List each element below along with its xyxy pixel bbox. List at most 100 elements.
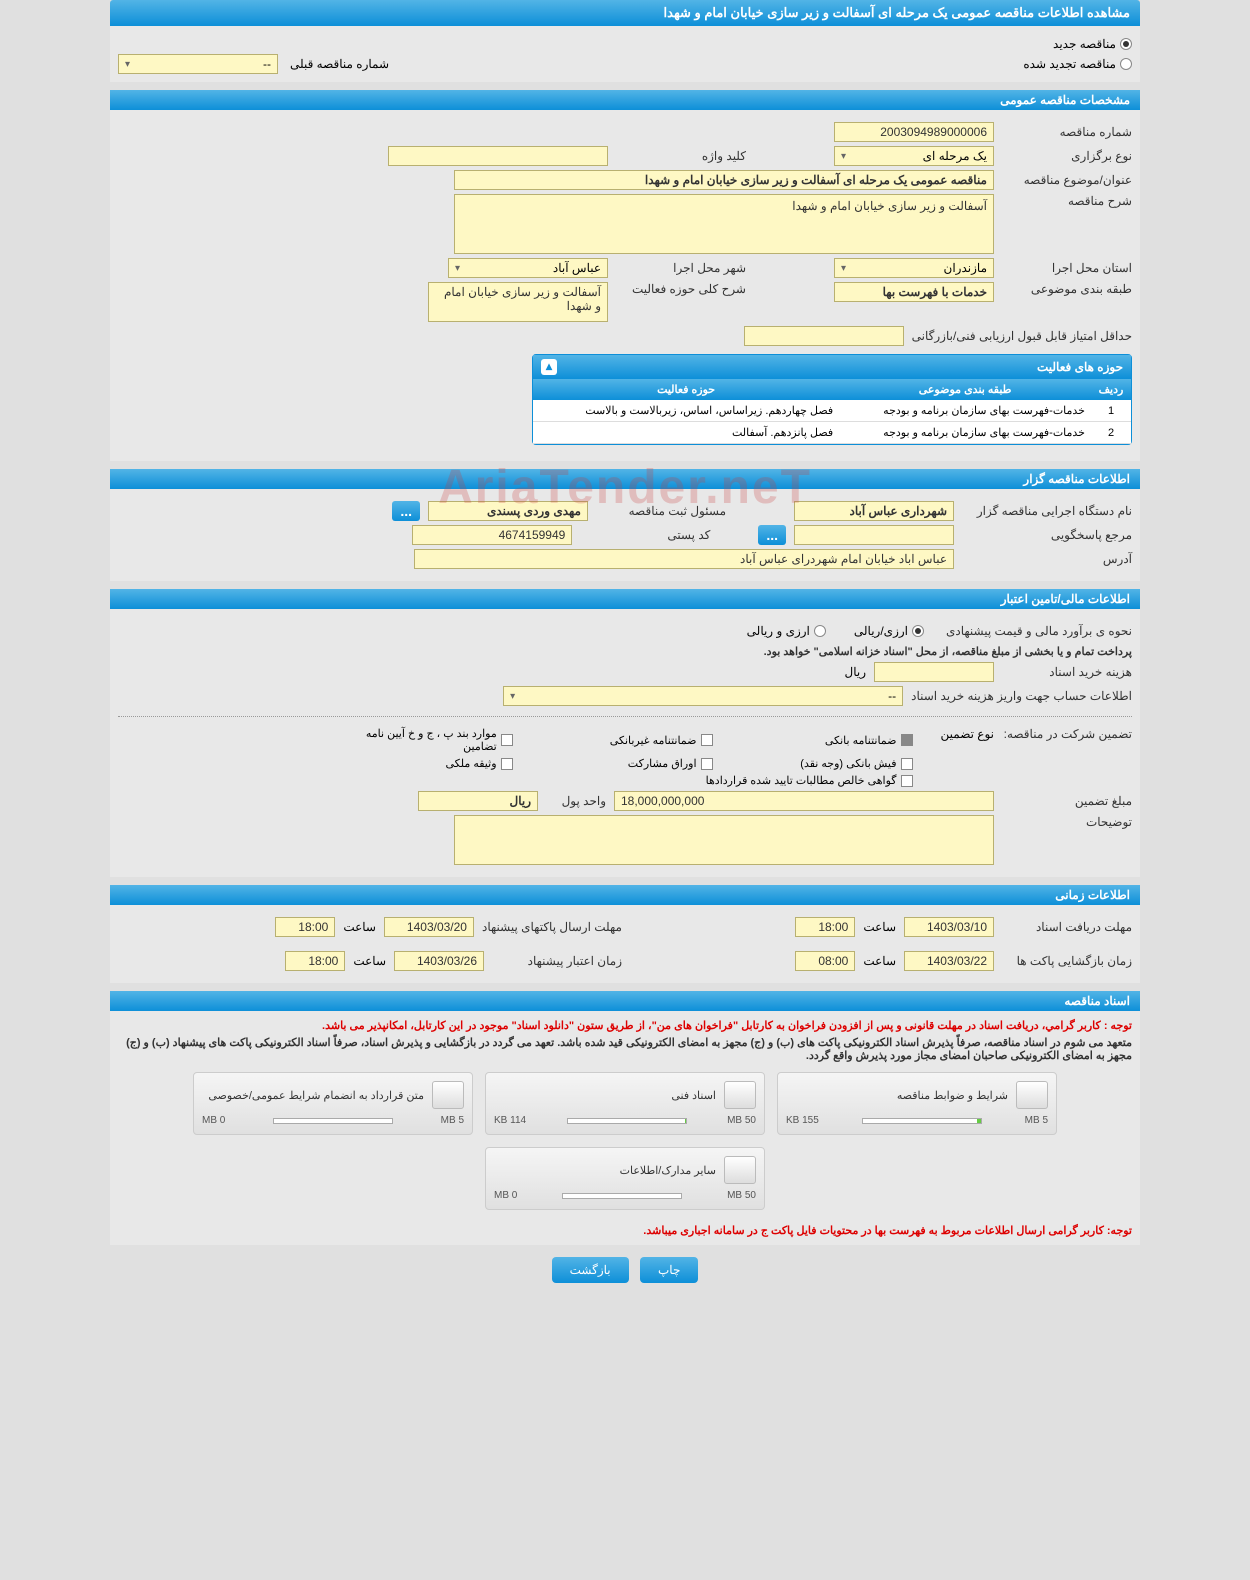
section-general-header: مشخصات مناقصه عمومی <box>110 90 1140 110</box>
validity-label: زمان اعتبار پیشنهاد <box>492 954 622 968</box>
file-used: 155 KB <box>786 1115 819 1126</box>
subject-field: مناقصه عمومی یک مرحله ای آسفالت و زیر سا… <box>454 170 994 190</box>
opt-cash[interactable]: فیش بانکی (وجه نقد) <box>733 757 913 770</box>
activity-table: ردیف طبقه بندی موضوعی حوزه فعالیت 1خدمات… <box>533 379 1131 444</box>
min-score-label: حداقل امتیاز قابل قبول ارزیابی فنی/بازرگ… <box>912 329 1132 343</box>
file-total: 5 MB <box>1025 1115 1048 1126</box>
open-time: 08:00 <box>795 951 855 971</box>
opt-net[interactable]: گواهی خالص مطالبات تایید شده قراردادها <box>333 774 913 787</box>
topic-class-field: خدمات با فهرست بها <box>834 282 994 302</box>
opt-property[interactable]: وثیقه ملکی <box>333 757 513 770</box>
doc-cost-label: هزینه خرید اسناد <box>1002 665 1132 679</box>
desc-field[interactable]: آسفالت و زیر سازی خیابان امام و شهدا <box>454 194 994 254</box>
acct-info-label: اطلاعات حساب جهت واریز هزینه خرید اسناد <box>911 689 1132 703</box>
radio-both[interactable]: ارزی و ریالی <box>747 624 826 638</box>
print-button[interactable]: چاپ <box>640 1257 698 1283</box>
validity-time: 18:00 <box>285 951 345 971</box>
file-total: 50 MB <box>727 1115 756 1126</box>
province-label: استان محل اجرا <box>1002 261 1132 275</box>
prev-number-select[interactable]: --▾ <box>118 54 278 74</box>
back-button[interactable]: بازگشت <box>552 1257 629 1283</box>
file-total: 50 MB <box>727 1190 756 1201</box>
prev-number-label: شماره مناقصه قبلی <box>290 57 389 71</box>
page-title: مشاهده اطلاعات مناقصه عمومی یک مرحله ای … <box>110 0 1140 26</box>
send-time: 18:00 <box>275 917 335 937</box>
section-tenderer-header: اطلاعات مناقصه گزار <box>110 469 1140 489</box>
send-date: 1403/03/20 <box>384 917 474 937</box>
file-title: متن قرارداد به انضمام شرایط عمومی/خصوصی <box>208 1089 424 1102</box>
contact-label: مرجع پاسخگویی <box>962 528 1132 542</box>
activity-scope-label: شرح کلی حوزه فعالیت <box>616 282 746 296</box>
keyword-field[interactable] <box>388 146 608 166</box>
province-select[interactable]: مازندران▾ <box>834 258 994 278</box>
file-total: 5 MB <box>441 1115 464 1126</box>
file-used: 0 MB <box>202 1115 225 1126</box>
city-select[interactable]: عباس آباد▾ <box>448 258 608 278</box>
guarantee-amount-field: 18,000,000,000 <box>614 791 994 811</box>
acct-info-select[interactable]: --▾ <box>503 686 903 706</box>
folder-icon <box>432 1081 464 1109</box>
responsible-more-button[interactable]: ... <box>392 501 420 521</box>
col-topic: طبقه بندی موضوعی <box>839 379 1091 400</box>
file-box[interactable]: اسناد فنی 50 MB 114 KB <box>485 1072 765 1135</box>
org-label: نام دستگاه اجرایی مناقصه گزار <box>962 504 1132 518</box>
tender-number-field: 2003094989000006 <box>834 122 994 142</box>
tender-number-label: شماره مناقصه <box>1002 125 1132 139</box>
file-used: 0 MB <box>494 1190 517 1201</box>
radio-renew-tender[interactable]: مناقصه تجدید شده <box>1023 57 1132 71</box>
receive-time: 18:00 <box>795 917 855 937</box>
time-label-4: ساعت <box>353 954 386 968</box>
radio-new-tender[interactable]: مناقصه جدید <box>118 37 1132 51</box>
validity-date: 1403/03/26 <box>394 951 484 971</box>
topic-class-label: طبقه بندی موضوعی <box>1002 282 1132 296</box>
activity-panel-title: حوزه های فعالیت <box>1037 360 1123 374</box>
keyword-label: کلید واژه <box>616 149 746 163</box>
responsible-label: مسئول ثبت مناقصه <box>596 504 726 518</box>
guarantee-notes-field[interactable] <box>454 815 994 865</box>
section-time-header: اطلاعات زمانی <box>110 885 1140 905</box>
section-docs-header: اسناد مناقصه <box>110 991 1140 1011</box>
receive-label: مهلت دریافت اسناد <box>1002 920 1132 934</box>
file-title: اسناد فنی <box>671 1089 716 1102</box>
time-label-1: ساعت <box>863 920 896 934</box>
type-select[interactable]: یک مرحله ای▾ <box>834 146 994 166</box>
file-title: شرایط و ضوابط مناقصه <box>897 1089 1008 1102</box>
address-label: آدرس <box>962 552 1132 566</box>
open-label: زمان بازگشایی پاکت ها <box>1002 954 1132 968</box>
postal-label: کد پستی <box>580 528 710 542</box>
docs-note3: توجه: کاربر گرامی ارسال اطلاعات مربوط به… <box>118 1224 1132 1237</box>
opt-bank[interactable]: ضمانتنامه بانکی <box>733 727 913 753</box>
col-row: ردیف <box>1091 379 1131 400</box>
table-row: 2خدمات-فهرست بهای سازمان برنامه و بودجهف… <box>533 422 1131 444</box>
file-box[interactable]: متن قرارداد به انضمام شرایط عمومی/خصوصی … <box>193 1072 473 1135</box>
contact-more-button[interactable]: ... <box>758 525 786 545</box>
file-used: 114 KB <box>494 1115 526 1126</box>
folder-icon <box>724 1156 756 1184</box>
table-row: 1خدمات-فهرست بهای سازمان برنامه و بودجهف… <box>533 400 1131 422</box>
col-activity: حوزه فعالیت <box>533 379 839 400</box>
folder-icon <box>1016 1081 1048 1109</box>
radio-rial[interactable]: ارزی/ریالی <box>854 624 924 638</box>
rial-label: ریال <box>844 665 866 679</box>
file-box[interactable]: سایر مدارک/اطلاعات 50 MB 0 MB <box>485 1147 765 1210</box>
opt-clauses[interactable]: موارد بند پ ، ج و خ آیین نامه تضامین <box>333 727 513 753</box>
address-field: عباس اباد خیابان امام شهردرای عباس آباد <box>414 549 954 569</box>
type-label: نوع برگزاری <box>1002 149 1132 163</box>
doc-cost-field[interactable] <box>874 662 994 682</box>
collapse-icon[interactable]: ▴ <box>541 359 557 375</box>
city-label: شهر محل اجرا <box>616 261 746 275</box>
unit-label: واحد پول <box>546 794 606 808</box>
time-label-3: ساعت <box>863 954 896 968</box>
desc-label: شرح مناقصه <box>1002 194 1132 208</box>
radio-renew-label: مناقصه تجدید شده <box>1023 57 1116 71</box>
opt-nonbank[interactable]: ضمانتنامه غیربانکی <box>533 727 713 753</box>
min-score-field[interactable] <box>744 326 904 346</box>
guarantee-amount-label: مبلغ تضمین <box>1002 794 1132 808</box>
docs-note2: متعهد می شوم در اسناد مناقصه، صرفاً پذیر… <box>118 1036 1132 1062</box>
estimate-label: نحوه ی برآورد مالی و قیمت پیشنهادی <box>932 624 1132 638</box>
file-title: سایر مدارک/اطلاعات <box>620 1164 716 1177</box>
file-box[interactable]: شرایط و ضوابط مناقصه 5 MB 155 KB <box>777 1072 1057 1135</box>
guarantee-notes-label: توضیحات <box>1002 815 1132 829</box>
opt-bonds[interactable]: اوراق مشارکت <box>533 757 713 770</box>
org-field: شهرداری عباس آباد <box>794 501 954 521</box>
